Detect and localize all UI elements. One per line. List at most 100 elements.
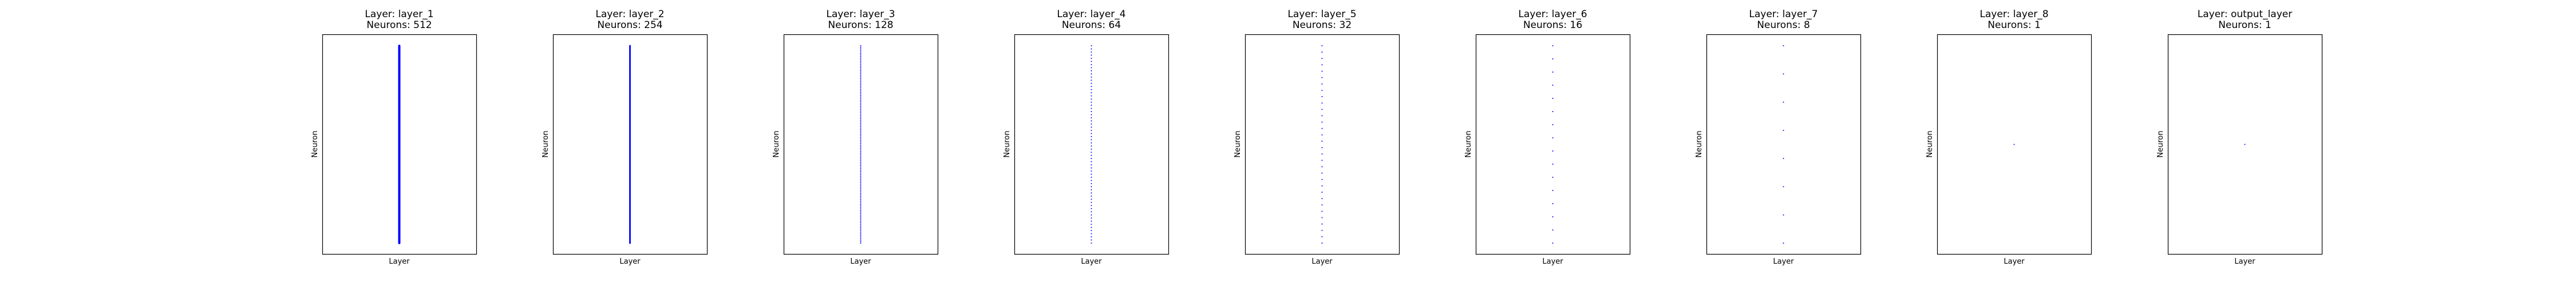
neuron-point <box>860 166 862 168</box>
y-axis-label: Neuron <box>311 130 319 157</box>
plot-frame <box>1014 34 1170 255</box>
y-axis-label: Neuron <box>772 130 781 157</box>
neuron-point <box>1552 124 1554 125</box>
neuron-point <box>860 152 862 154</box>
neuron-point <box>860 57 862 59</box>
neuron-point <box>860 87 862 89</box>
neuron-point <box>860 48 862 50</box>
neuron-point <box>1091 129 1092 131</box>
neuron-point <box>860 62 862 63</box>
neuron-point <box>1091 120 1092 122</box>
neuron-point <box>1091 126 1092 128</box>
neuron-point <box>1552 190 1554 191</box>
neuron-point <box>1091 201 1092 203</box>
neuron-point <box>1091 142 1092 144</box>
neuron-point <box>860 138 862 140</box>
panel-subtitle: Neurons: 16 <box>1523 19 1582 31</box>
neuron-point <box>860 155 862 157</box>
neuron-point <box>1552 243 1554 244</box>
neuron-point <box>1091 67 1092 69</box>
neuron-point <box>1091 89 1092 90</box>
neuron-points <box>629 45 631 244</box>
neuron-point <box>1091 236 1092 238</box>
neuron-point <box>1091 133 1092 134</box>
plot-frame <box>783 34 939 255</box>
neuron-point <box>1091 45 1092 46</box>
neuron-point <box>860 230 862 232</box>
panel-title: Layer: layer_8 <box>1980 9 2048 20</box>
x-axis-label: Layer <box>850 257 871 266</box>
neuron-point <box>1321 70 1323 72</box>
neuron-point <box>860 61 862 62</box>
neuron-point <box>1091 195 1092 197</box>
neuron-point <box>1091 227 1092 228</box>
neuron-point <box>860 112 862 113</box>
neuron-point <box>860 180 862 182</box>
neuron-point <box>860 154 862 156</box>
neuron-point <box>1552 137 1554 138</box>
neuron-point <box>1091 243 1092 244</box>
panel-title: Layer: layer_3 <box>826 9 895 20</box>
neuron-point <box>860 216 862 217</box>
neuron-point <box>1091 224 1092 225</box>
panel-subtitle: Neurons: 32 <box>1293 19 1352 31</box>
neuron-point <box>1321 45 1323 46</box>
neuron-point <box>1091 182 1092 184</box>
neuron-point <box>1321 121 1323 123</box>
neuron-point <box>1091 192 1092 194</box>
neuron-point <box>1321 229 1323 231</box>
neuron-point <box>860 116 862 118</box>
neuron-point <box>1091 139 1092 141</box>
neuron-point <box>1091 189 1092 190</box>
y-axis-label: Neuron <box>1234 130 1242 157</box>
neuron-point <box>1321 166 1323 168</box>
neuron-point <box>860 220 862 222</box>
neuron-point <box>860 158 862 160</box>
neuron-point <box>860 149 862 151</box>
neuron-point <box>860 143 862 145</box>
neuron-point <box>1321 96 1323 98</box>
neuron-point <box>860 204 862 205</box>
neuron-point <box>1783 101 1784 103</box>
neuron-point <box>1783 158 1784 160</box>
neuron-point <box>860 196 862 197</box>
neuron-point <box>860 137 862 138</box>
neuron-point <box>860 79 862 81</box>
neuron-point <box>860 132 862 134</box>
neuron-point <box>1091 158 1092 160</box>
neuron-point <box>860 208 862 210</box>
neuron-point <box>1321 109 1323 110</box>
neuron-point <box>1321 147 1323 149</box>
plot-frame <box>2167 34 2323 255</box>
neuron-point <box>1552 111 1554 112</box>
neuron-point <box>1091 198 1092 200</box>
neuron-point <box>1552 177 1554 178</box>
neuron-point <box>1091 80 1092 81</box>
neuron-point <box>860 73 862 74</box>
neuron-point <box>1091 208 1092 209</box>
neuron-point <box>860 144 862 146</box>
neuron-point <box>1783 73 1784 75</box>
neuron-points <box>2244 144 2246 145</box>
neuron-point <box>1321 77 1323 78</box>
neuron-point <box>1783 243 1784 244</box>
panel-subtitle: Neurons: 254 <box>597 19 662 31</box>
plot-frame <box>552 34 708 255</box>
neuron-point <box>1091 233 1092 235</box>
neuron-point <box>1091 114 1092 116</box>
neuron-point <box>860 76 862 78</box>
plot-frame <box>1937 34 2092 255</box>
neuron-point <box>860 109 862 110</box>
x-axis-label: Layer <box>1773 257 1794 266</box>
neuron-point <box>1091 54 1092 56</box>
neuron-point <box>1321 185 1323 186</box>
neuron-point <box>860 59 862 61</box>
neuron-point <box>860 82 862 84</box>
neuron-point <box>1783 214 1784 216</box>
neuron-point <box>860 160 862 162</box>
neuron-point <box>860 217 862 219</box>
